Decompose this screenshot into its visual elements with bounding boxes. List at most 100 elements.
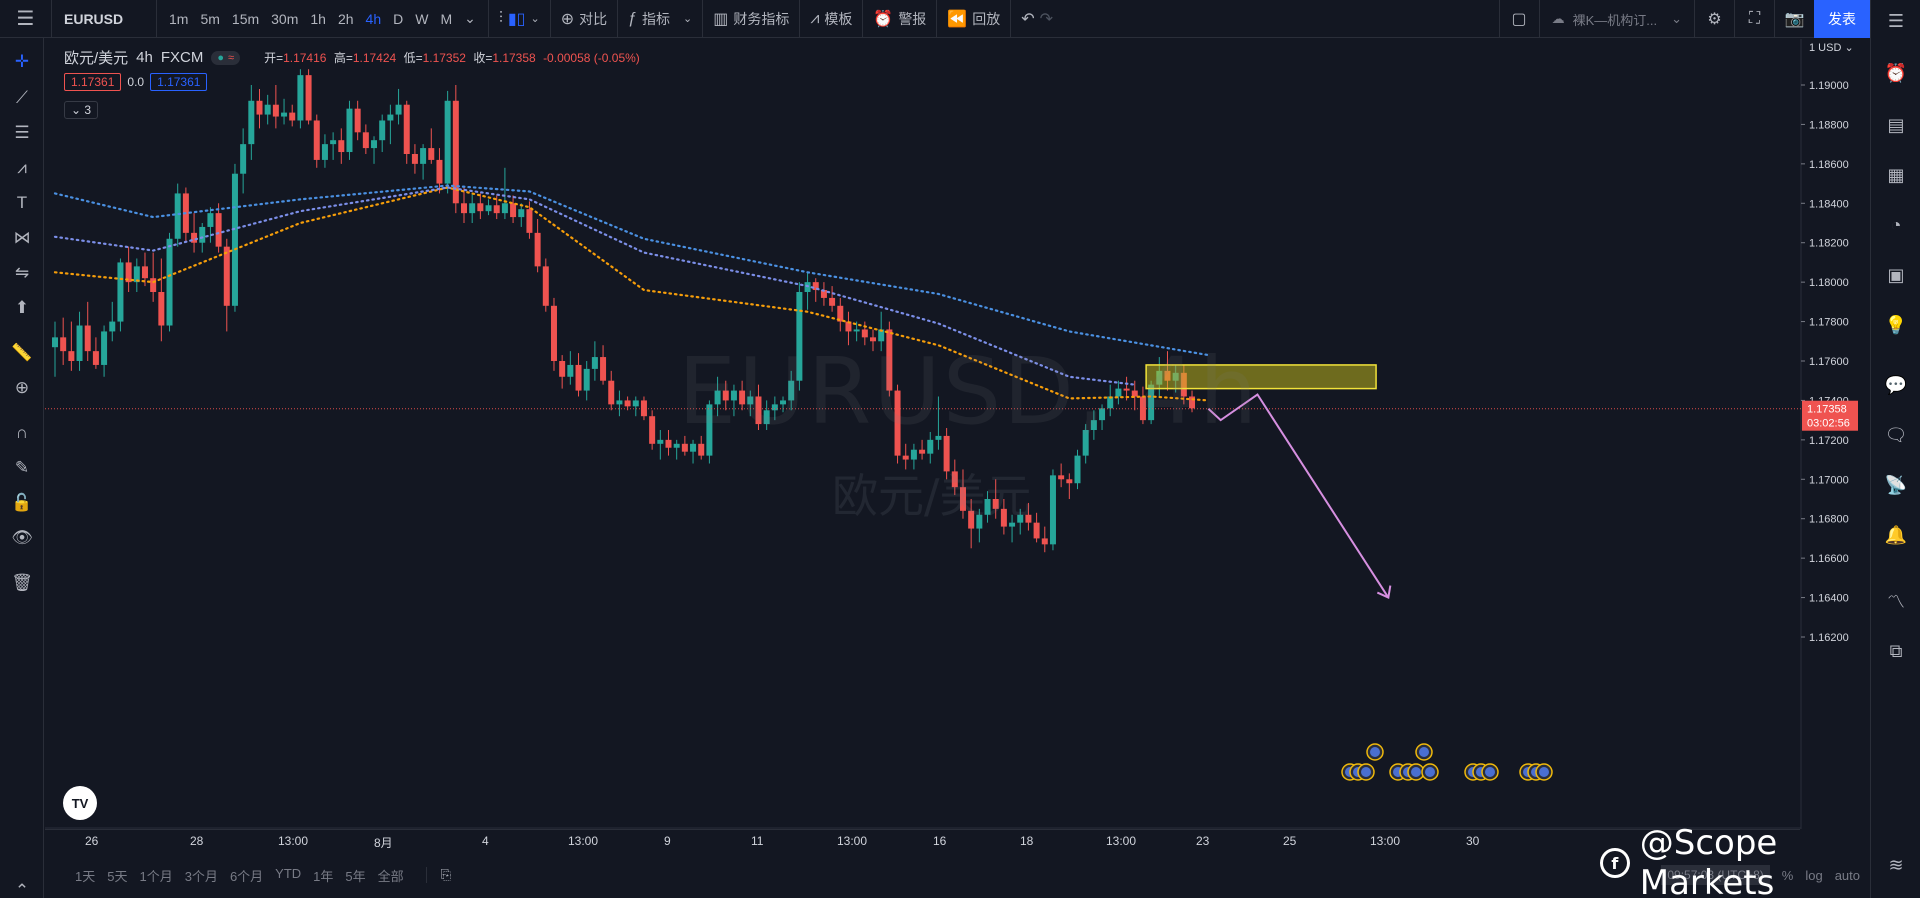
auto-toggle[interactable]: auto <box>1834 867 1860 883</box>
interval-W[interactable]: W <box>415 10 429 27</box>
watchlist-icon[interactable]: ☰ <box>1887 10 1905 31</box>
cloud-icon: ☁ <box>1551 11 1565 26</box>
date-range-group: 1天 5天 1个月 3个月 6个月 YTD 1年 5年 全部 <box>45 866 410 885</box>
timezone-clock[interactable]: 09:57:03 (UTC+8) <box>1661 865 1770 885</box>
currency-selector[interactable]: 1 USD ⌄ <box>1809 42 1854 54</box>
range-button[interactable]: 5年 <box>345 868 366 884</box>
financials-button[interactable]: ▥ 财务指标 <box>703 0 801 38</box>
buy-price-button[interactable]: 1.17361 <box>150 73 208 91</box>
candle-body <box>68 351 75 361</box>
range-button[interactable]: YTD <box>275 865 302 881</box>
dom-icon[interactable]: ⧉ <box>1889 640 1903 661</box>
alarm-clock-icon[interactable]: ⏰ <box>1884 62 1908 83</box>
percent-toggle[interactable]: % <box>1781 867 1794 883</box>
collapse-icon[interactable]: ⌃ <box>14 881 30 898</box>
arrow-up-icon[interactable]: ⬆ <box>14 298 30 317</box>
chat-icon[interactable]: 💬 <box>1884 374 1908 395</box>
legend-pair[interactable]: 欧元/美元 <box>64 50 129 67</box>
magnet-icon[interactable]: ∩ <box>15 423 29 442</box>
layers-icon[interactable]: ≋ <box>1888 854 1904 875</box>
interval-4h[interactable]: 4h <box>365 10 382 27</box>
horizontal-lines-icon[interactable]: ☰ <box>14 123 30 142</box>
candle-body <box>600 357 607 381</box>
candle-body <box>436 159 443 184</box>
candle-body <box>199 226 206 243</box>
trend-line-icon[interactable]: ⟋ <box>16 88 28 107</box>
interval-1m[interactable]: 1m <box>169 10 189 27</box>
history-icon[interactable]: ◔ <box>1890 214 1902 235</box>
candle-body <box>1009 522 1016 527</box>
candle-body <box>690 443 697 452</box>
templates-button[interactable]: ⩘ 模板 <box>800 0 864 38</box>
undo-icon[interactable]: ↶ <box>1021 10 1035 28</box>
broadcast-icon[interactable]: 📡 <box>1884 474 1908 495</box>
interval-5m[interactable]: 5m <box>200 10 220 27</box>
candle-body <box>1066 479 1073 484</box>
interval-2h[interactable]: 2h <box>337 10 354 27</box>
publish-button[interactable]: 发表 <box>1814 0 1870 38</box>
calendar-icon[interactable]: ▣ <box>1887 264 1905 285</box>
trading-icon[interactable]: 〽 <box>1887 592 1905 612</box>
candle-body <box>477 203 484 212</box>
chart-type-button[interactable]: ⫶ ▮▯ ⌄ <box>489 0 551 38</box>
position-icon[interactable]: ⇋ <box>14 263 30 282</box>
indicators-label: 指标 <box>642 10 671 27</box>
interval-30m[interactable]: 30m <box>271 10 299 27</box>
alert-button[interactable]: ⏰ 警报 <box>863 0 938 38</box>
lightbulb-icon[interactable]: 💡 <box>1884 314 1908 335</box>
candle-body <box>297 75 304 121</box>
multi-chart-layout-icon[interactable]: ▢ <box>1498 0 1539 38</box>
legend-source: FXCM <box>160 49 204 66</box>
symbol-search-button[interactable]: EURUSD <box>52 0 157 38</box>
data-window-icon[interactable]: ▦ <box>1887 164 1905 185</box>
xabcd-pattern-icon[interactable]: ⋈ <box>13 228 31 247</box>
candle-body <box>158 292 165 326</box>
range-button[interactable]: 5天 <box>107 868 128 884</box>
ruler-icon[interactable]: 📏 <box>11 343 33 362</box>
range-button[interactable]: 6个月 <box>229 868 264 884</box>
lock-icon[interactable]: 🔓 <box>11 493 33 512</box>
candle-body <box>820 290 827 298</box>
range-button[interactable]: 1个月 <box>139 868 173 884</box>
fullscreen-icon[interactable]: ⛶ <box>1734 0 1774 38</box>
range-button[interactable]: 1天 <box>75 868 96 884</box>
price-chart[interactable]: 1.19000 1.18800 1.18600 1.18400 1.18200 1.180… <box>45 39 1870 829</box>
market-status-pill[interactable]: ● ≈ <box>211 50 241 65</box>
indicators-toggle[interactable]: ⌄ 3 <box>64 101 99 119</box>
eye-icon[interactable]: 👁 <box>11 528 33 547</box>
interval-D[interactable]: D <box>393 10 404 27</box>
goto-date-icon[interactable]: ⎘ <box>425 867 451 883</box>
text-icon[interactable]: T <box>16 193 28 212</box>
redo-icon[interactable]: ↷ <box>1039 10 1054 28</box>
tradingview-logo[interactable]: TV <box>63 786 97 820</box>
time-axis-label: 13:00 <box>1370 834 1401 848</box>
interval-1h[interactable]: 1h <box>310 10 326 27</box>
layout-selector[interactable]: ☁ 裸K—机构订... ⌄ <box>1538 0 1694 38</box>
price-tick-label: 1.16600 <box>1809 553 1849 565</box>
pencil-lock-icon[interactable]: ✎ <box>14 458 30 477</box>
camera-icon[interactable]: 📷 <box>1774 0 1814 38</box>
interval-15m[interactable]: 15m <box>231 10 260 27</box>
compare-button[interactable]: ⊕ 对比 <box>551 0 619 38</box>
indicators-button[interactable]: ƒ 指标 ⌄ <box>618 0 704 38</box>
time-axis[interactable]: 26 28 13:00 8月 4 13:00 9 11 13:00 16 18 13:00 23 25 13… <box>45 829 1800 851</box>
brand-logo-icon: f <box>1600 848 1630 878</box>
pattern-icon[interactable]: ⩘ <box>17 158 27 177</box>
crosshair-icon[interactable]: ✛ <box>14 52 30 71</box>
gear-icon[interactable]: ⚙ <box>1694 0 1734 38</box>
chevron-down-icon[interactable]: ⌄ <box>464 10 476 26</box>
news-icon[interactable]: ▤ <box>1887 114 1905 135</box>
bell-icon[interactable]: 🔔 <box>1884 524 1908 545</box>
range-button[interactable]: 全部 <box>377 868 404 884</box>
zoom-in-icon[interactable]: ⊕ <box>14 378 30 397</box>
trash-icon[interactable]: 🗑 <box>11 573 33 592</box>
messages-icon[interactable]: 🗨 <box>1884 424 1908 445</box>
range-button[interactable]: 3个月 <box>184 868 218 884</box>
sell-price-button[interactable]: 1.17361 <box>64 73 122 91</box>
replay-button[interactable]: ⏪ 回放 <box>937 0 1012 38</box>
main-menu-icon[interactable]: ☰ <box>0 0 52 38</box>
range-button[interactable]: 1年 <box>313 868 334 884</box>
log-toggle[interactable]: log <box>1805 867 1823 883</box>
candle-body <box>550 305 557 361</box>
interval-M[interactable]: M <box>440 10 453 27</box>
